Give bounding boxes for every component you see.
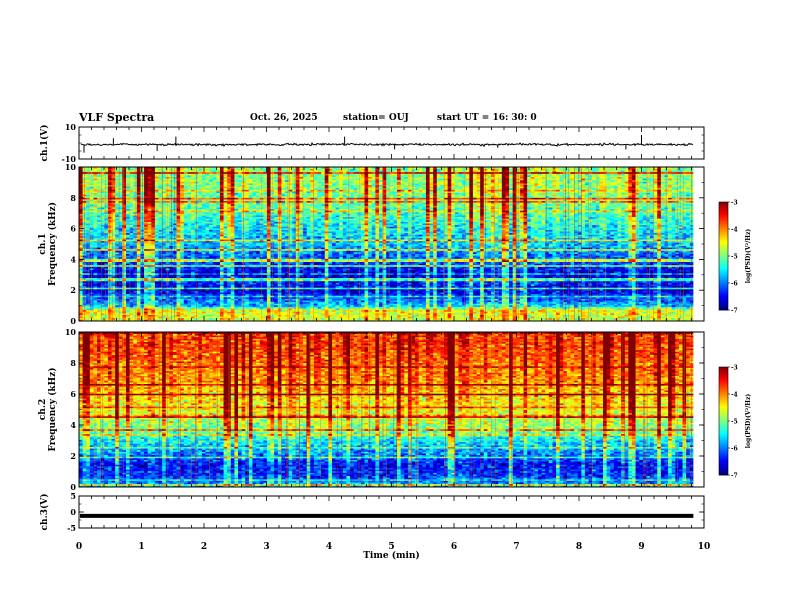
ch1-ylabel: ch.1(V) xyxy=(39,125,50,162)
vlf-figure: -1010ch.1(V)0246810ch.1 Frequency (kHz)02… xyxy=(0,0,792,612)
ch1-spectrogram xyxy=(79,167,704,321)
y-tick-label: 10 xyxy=(65,122,77,132)
ch1-waveform xyxy=(81,143,693,146)
